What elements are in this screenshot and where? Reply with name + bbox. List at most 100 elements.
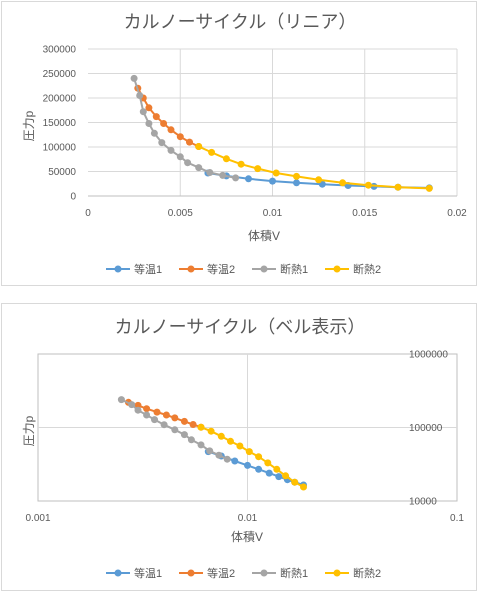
gridlines — [37, 353, 458, 502]
data-point — [227, 437, 234, 445]
data-point — [293, 172, 300, 180]
series-adiabatic-2 — [195, 143, 433, 192]
y-tick-labels: 10000 100000 1000000 — [409, 350, 448, 508]
data-point — [136, 92, 144, 99]
data-point — [152, 113, 160, 121]
data-point — [282, 472, 290, 480]
data-point — [254, 165, 262, 173]
data-point — [134, 401, 142, 409]
data-point — [236, 442, 244, 450]
data-point — [145, 120, 153, 127]
legend-item: 断熱2 — [325, 566, 381, 580]
legend-label: 断熱1 — [280, 262, 308, 276]
y-tick-label: 1000000 — [409, 350, 448, 361]
data-point — [315, 176, 323, 184]
data-point — [264, 459, 272, 467]
gridlines — [88, 48, 458, 197]
data-point — [143, 411, 151, 419]
y-tick-label: 150000 — [43, 118, 77, 129]
legend-marker-adiabatic-2 — [333, 265, 341, 273]
data-point — [244, 461, 251, 469]
y-tick-label: 0 — [70, 192, 76, 203]
x-tick-label: 0.005 — [168, 208, 193, 219]
data-point — [269, 177, 276, 185]
series-adiabatic-2 — [197, 423, 307, 491]
series-group — [130, 74, 433, 192]
data-point — [223, 455, 231, 463]
data-point — [197, 423, 205, 431]
data-point — [231, 457, 239, 465]
legend-label: 等温1 — [134, 566, 162, 580]
chart-title: カルノーサイクル（ベル表示） — [115, 317, 366, 337]
data-point — [222, 155, 230, 163]
data-point — [255, 465, 263, 473]
data-point — [145, 104, 153, 112]
data-point — [176, 133, 184, 141]
x-tick-label: 0.01 — [238, 513, 258, 524]
data-point — [150, 129, 158, 137]
data-point — [364, 181, 372, 189]
series-isothermal-2 — [124, 398, 205, 431]
data-point — [245, 448, 253, 456]
data-point — [180, 417, 188, 425]
data-point — [128, 401, 136, 409]
data-point — [275, 473, 283, 481]
data-point — [162, 411, 170, 419]
data-point — [394, 183, 402, 191]
data-point — [206, 447, 214, 455]
data-point — [117, 396, 125, 404]
data-point — [293, 179, 300, 187]
legend-marker-isothermal-2 — [187, 569, 195, 577]
data-point — [206, 169, 214, 176]
legend-item: 等温2 — [179, 566, 235, 580]
data-point — [171, 414, 179, 422]
legend-marker-isothermal-2 — [187, 265, 195, 273]
y-tick-labels: 0 50000 100000 150000 200000 250000 3000… — [43, 45, 77, 203]
legend-label: 等温2 — [207, 566, 235, 580]
x-tick-label: 0.001 — [25, 513, 50, 524]
legend-item: 断熱1 — [252, 262, 308, 276]
series-adiabatic-1 — [117, 396, 231, 463]
data-point — [189, 421, 197, 428]
data-point — [265, 469, 273, 477]
data-point — [273, 465, 281, 473]
y-tick-label: 250000 — [43, 69, 77, 80]
data-point — [291, 478, 299, 486]
legend-label: 等温1 — [134, 262, 162, 276]
data-point — [339, 179, 347, 187]
data-point — [215, 451, 223, 459]
legend-marker-adiabatic-1 — [260, 265, 268, 273]
x-tick-label: 0.1 — [450, 513, 464, 524]
data-point — [153, 408, 161, 416]
data-point — [237, 160, 245, 168]
series-line-adiabatic-2 — [198, 145, 430, 190]
x-tick-label: 0.015 — [352, 208, 377, 219]
legend-label: 等温2 — [207, 262, 235, 276]
data-point — [130, 74, 138, 82]
legend-label: 断熱2 — [353, 262, 381, 276]
legend-marker-isothermal-1 — [114, 569, 122, 577]
legend-item: 等温1 — [106, 566, 162, 580]
data-point — [425, 184, 433, 192]
data-point — [197, 441, 205, 449]
x-tick-labels: 0.001 0.01 0.1 — [25, 513, 464, 524]
legend-marker-adiabatic-1 — [260, 569, 268, 577]
legend-label: 断熱1 — [280, 566, 308, 580]
y-axis-label: 圧力p — [22, 110, 36, 141]
legend-item: 等温2 — [179, 262, 235, 276]
x-tick-label: 0.02 — [447, 208, 467, 219]
series-adiabatic-1 — [130, 74, 240, 182]
y-tick-label: 200000 — [43, 94, 77, 105]
legend-item: 等温1 — [106, 262, 162, 276]
y-tick-label: 100000 — [43, 143, 77, 154]
data-point — [207, 427, 215, 435]
data-point — [186, 138, 193, 146]
log-chart-panel: カルノーサイクル（ベル表示） 10000 100000 1000000 0.00… — [1, 303, 477, 591]
legend-marker-adiabatic-2 — [333, 569, 341, 577]
y-tick-label: 100000 — [409, 423, 443, 434]
linear-chart: カルノーサイクル（リニア） 0 50000 100000 150000 2000… — [22, 12, 467, 276]
data-point — [160, 421, 168, 429]
x-tick-label: 0.01 — [263, 208, 283, 219]
data-point — [300, 483, 307, 491]
data-point — [219, 171, 227, 179]
